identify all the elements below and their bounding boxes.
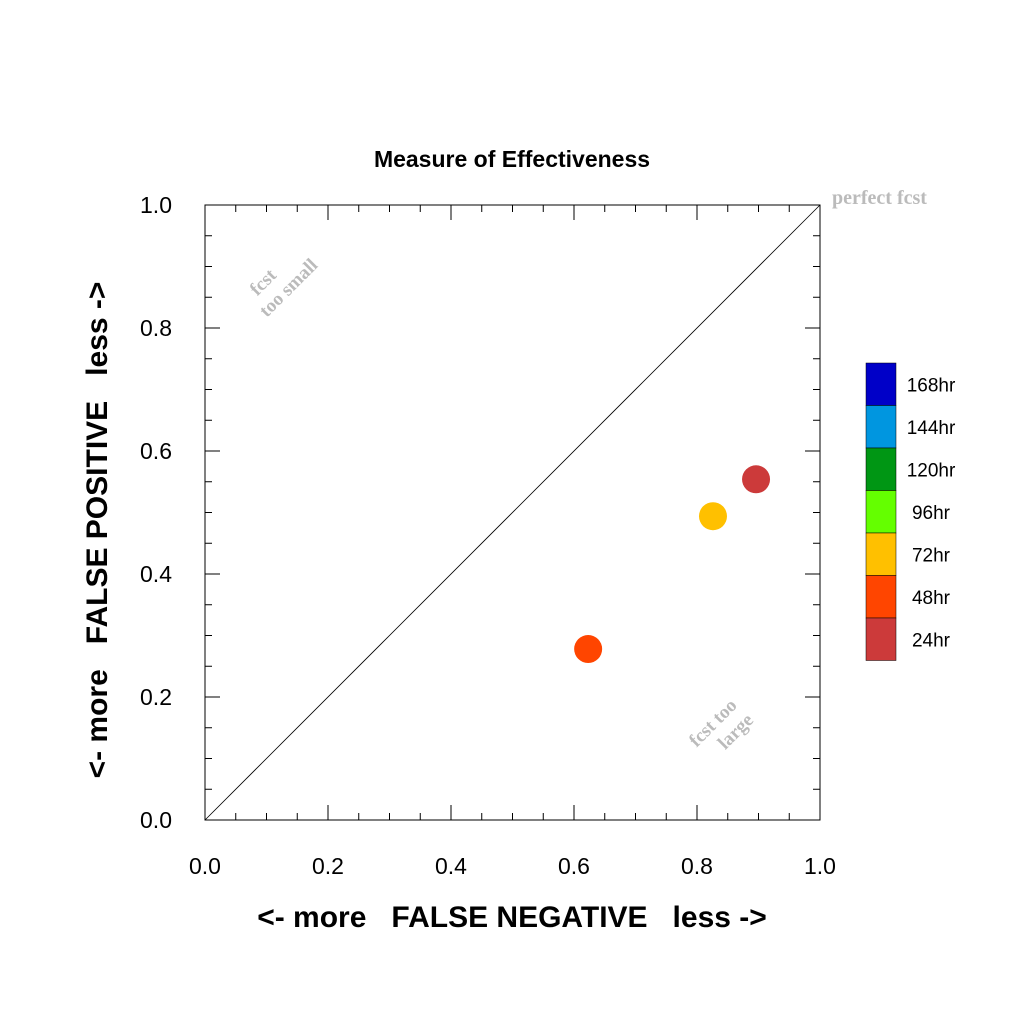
x-axis-label: <- more FALSE NEGATIVE less -> xyxy=(257,901,767,934)
data-point-48hr xyxy=(574,635,603,664)
legend-swatch-120hr xyxy=(865,447,897,491)
annotation-fcst-too-small: fcst too small xyxy=(246,255,322,322)
y-tick-label: 0.2 xyxy=(140,684,172,710)
x-tick-label: 0.8 xyxy=(681,853,713,879)
legend-label-48hr: 48hr xyxy=(912,588,951,609)
x-tick-label: 1.0 xyxy=(804,853,836,879)
data-points xyxy=(574,465,771,664)
legend-label-72hr: 72hr xyxy=(912,545,951,566)
y-tick-labels: 0.0 0.2 0.4 0.6 0.8 1.0 xyxy=(140,192,172,833)
axis-ticks xyxy=(204,204,821,821)
x-tick-label: 0.0 xyxy=(189,853,221,879)
y-tick-label: 0.0 xyxy=(140,807,172,833)
x-tick-labels: 0.0 0.2 0.4 0.6 0.8 1.0 xyxy=(189,853,836,879)
y-tick-label: 0.6 xyxy=(140,438,172,464)
annotation-fcst-too-large: fcst too large xyxy=(685,695,758,754)
legend-label-96hr: 96hr xyxy=(912,503,951,524)
data-point-24hr xyxy=(742,465,771,494)
data-point-72hr xyxy=(698,502,727,531)
annotation-perfect-fcst: perfect fcst xyxy=(832,187,927,209)
y-tick-label: 1.0 xyxy=(140,192,172,218)
x-tick-label: 0.4 xyxy=(435,853,467,879)
legend-swatch-48hr xyxy=(865,575,897,619)
legend-label-168hr: 168hr xyxy=(907,375,956,396)
chart-title: Measure of Effectiveness xyxy=(374,146,650,172)
legend-swatch-96hr xyxy=(865,490,897,534)
legend-swatch-144hr xyxy=(865,405,897,449)
legend-label-120hr: 120hr xyxy=(907,460,956,481)
y-tick-label: 0.4 xyxy=(140,561,172,587)
y-tick-label: 0.8 xyxy=(140,315,172,341)
x-tick-label: 0.2 xyxy=(312,853,344,879)
legend-label-24hr: 24hr xyxy=(912,630,951,651)
reference-diagonal xyxy=(204,204,821,821)
legend-swatch-24hr xyxy=(865,617,897,661)
x-tick-label: 0.6 xyxy=(558,853,590,879)
legend: 168hr 144hr 120hr 96hr 72hr 48hr 24hr xyxy=(865,362,956,661)
legend-label-144hr: 144hr xyxy=(907,418,956,439)
legend-swatch-72hr xyxy=(865,532,897,576)
legend-swatch-168hr xyxy=(865,362,897,406)
y-axis-label: <- more FALSE POSITIVE less -> xyxy=(81,282,114,779)
